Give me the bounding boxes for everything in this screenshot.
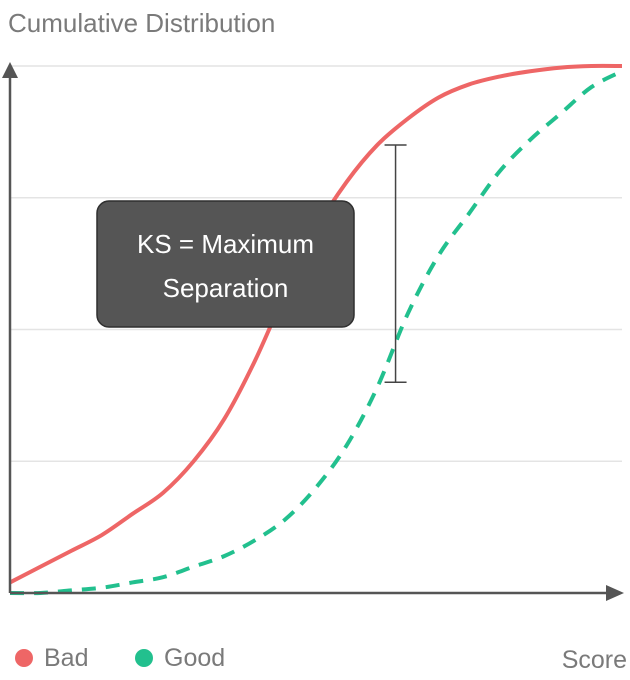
annotation-line-2: Separation xyxy=(163,273,289,303)
grid-lines xyxy=(10,65,622,462)
legend-swatch-bad xyxy=(15,649,33,667)
axes xyxy=(2,62,624,601)
x-axis-label: Score xyxy=(562,646,627,674)
annotation-box xyxy=(96,200,355,328)
annotation-line-1: KS = Maximum xyxy=(137,229,314,259)
legend-label-good: Good xyxy=(164,644,225,672)
x-axis-arrow xyxy=(606,585,624,601)
series-line-good xyxy=(9,69,623,596)
legend-swatch-good xyxy=(135,649,153,667)
y-axis-arrow xyxy=(2,62,18,78)
chart-title: Cumulative Distribution xyxy=(8,8,275,38)
legend-label-bad: Bad xyxy=(44,644,88,672)
ks-layer xyxy=(384,144,407,383)
legend: Bad Good xyxy=(15,644,225,672)
ks-annotation: KS = Maximum Separation xyxy=(96,200,355,328)
